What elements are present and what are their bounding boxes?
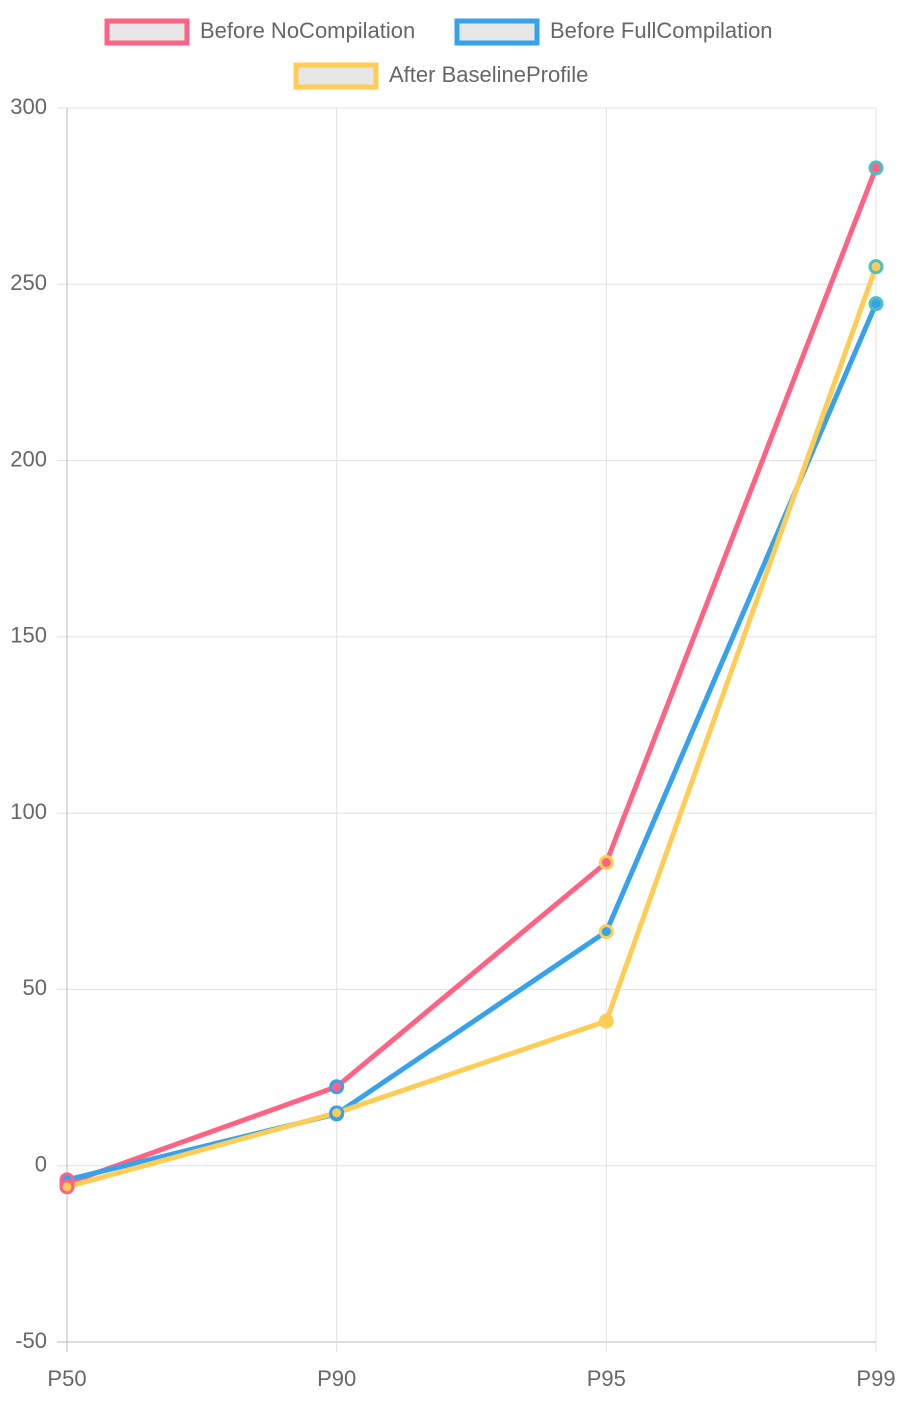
data-point: [329, 1105, 345, 1121]
data-point: [868, 259, 884, 275]
x-tick-label: P50: [47, 1366, 86, 1391]
data-point: [868, 160, 884, 176]
x-tick-label: P99: [856, 1366, 895, 1391]
legend-swatch: [293, 62, 379, 90]
legend-swatch: [454, 18, 540, 46]
data-point: [868, 296, 884, 312]
data-point: [598, 1013, 614, 1029]
legend-swatch: [104, 18, 190, 46]
x-tick-label: P90: [317, 1366, 356, 1391]
data-point: [59, 1179, 75, 1195]
data-point: [329, 1079, 345, 1095]
y-tick-label: 50: [23, 975, 47, 1000]
y-tick-label: 100: [10, 799, 47, 824]
y-tick-label: 150: [10, 623, 47, 648]
y-tick-label: 250: [10, 270, 47, 295]
legend-label: Before NoCompilation: [200, 18, 415, 43]
line-series: [66, 167, 879, 1186]
legend-label: After BaselineProfile: [389, 62, 588, 87]
line-series: [66, 302, 879, 1183]
legend-label: Before FullCompilation: [550, 18, 773, 43]
x-tick-label: P95: [587, 1366, 626, 1391]
y-tick-label: 0: [35, 1152, 47, 1177]
line-series: [66, 265, 879, 1190]
data-point: [598, 924, 614, 940]
y-tick-label: 200: [10, 446, 47, 471]
y-tick-label: 300: [10, 94, 47, 119]
y-tick-label: -50: [15, 1328, 47, 1353]
data-point: [598, 855, 614, 871]
